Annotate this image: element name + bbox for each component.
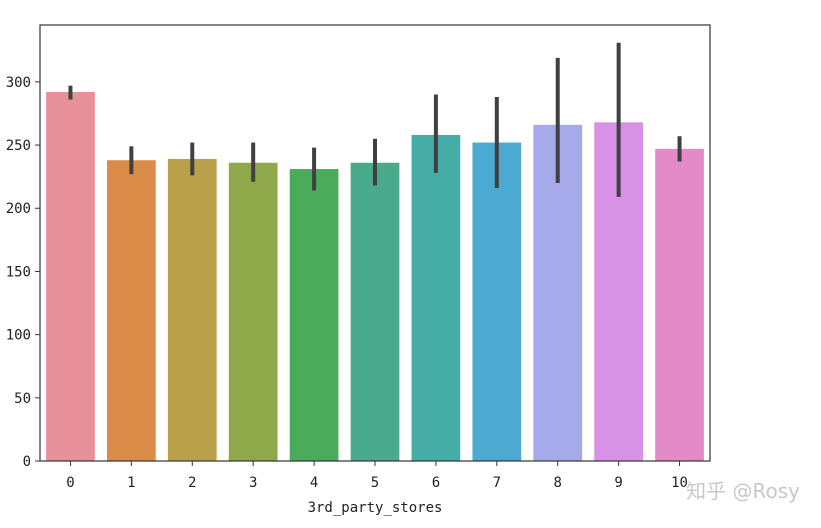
x-tick-label-8: 8: [554, 475, 562, 491]
x-tick-label-3: 3: [249, 475, 257, 491]
y-tick-label-300: 300: [6, 75, 31, 91]
x-axis-label: 3rd_party_stores: [308, 500, 443, 516]
bar-4: [289, 169, 339, 461]
y-tick-label-100: 100: [6, 328, 31, 344]
x-tick-label-9: 9: [614, 475, 622, 491]
x-tick-label-4: 4: [310, 475, 318, 491]
bar-2: [167, 158, 217, 462]
bar-1: [107, 160, 156, 461]
watermark-text: 知乎 @Rosy: [686, 479, 800, 503]
x-tick-label-10: 10: [671, 475, 688, 491]
bars-group: [46, 91, 704, 462]
x-tick-label-6: 6: [432, 475, 440, 491]
bar-10: [655, 148, 704, 461]
x-axis: 0 1 2 3 4 5 6 7 8 9 10: [66, 461, 688, 491]
y-tick-label-50: 50: [14, 391, 31, 407]
x-tick-label-7: 7: [493, 475, 501, 491]
x-tick-label-5: 5: [371, 475, 379, 491]
bar-0: [46, 91, 95, 462]
y-axis: 0 50 100 150 200 250 300: [6, 75, 40, 470]
y-tick-label-250: 250: [6, 138, 31, 154]
bar-7: [472, 142, 522, 461]
error-bars-group: [68, 42, 682, 197]
x-tick-label-0: 0: [66, 475, 74, 491]
x-tick-label-2: 2: [188, 475, 196, 491]
y-tick-label-150: 150: [6, 264, 31, 280]
y-tick-label-200: 200: [6, 201, 31, 217]
bar-6: [411, 134, 461, 462]
bar-5: [350, 162, 400, 461]
x-tick-label-1: 1: [127, 475, 135, 491]
y-tick-label-0: 0: [23, 454, 31, 470]
bar-3: [228, 162, 278, 461]
